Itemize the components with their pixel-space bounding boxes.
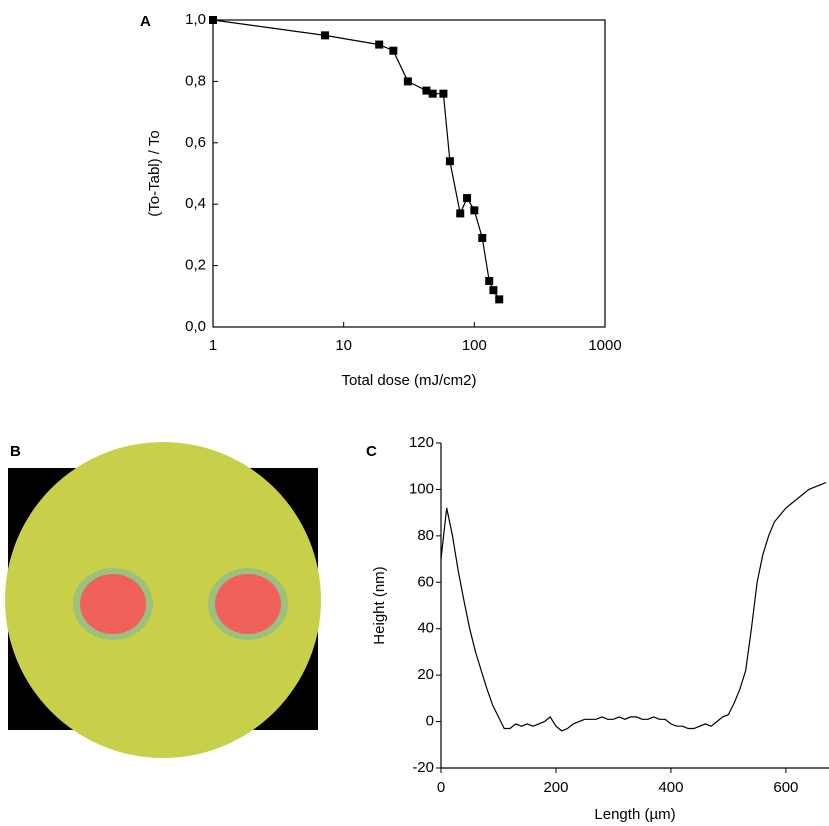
data-marker xyxy=(321,31,330,40)
y-tick-label: 80 xyxy=(417,527,434,544)
y-tick-label: 20 xyxy=(417,666,434,683)
data-marker xyxy=(489,286,498,295)
data-marker xyxy=(463,194,472,203)
data-marker xyxy=(478,233,487,242)
y-tick-label: 0,4 xyxy=(185,195,206,212)
y-tick-label: 40 xyxy=(417,620,434,637)
ablated-spot xyxy=(215,574,281,634)
x-tick-label: 0 xyxy=(437,779,445,796)
plot-frame xyxy=(212,19,606,328)
y-tick-label: 120 xyxy=(409,434,434,451)
panel-label: B xyxy=(10,443,21,460)
x-tick-label: 200 xyxy=(543,779,568,796)
x-tick-label: 1000 xyxy=(588,337,621,354)
y-tick-label: 0 xyxy=(426,713,434,730)
y-tick-label: 0,2 xyxy=(185,257,206,274)
x-axis-title: Total dose (mJ/cm2) xyxy=(341,372,476,389)
ablated-spot xyxy=(80,574,146,634)
field-of-view xyxy=(5,442,321,758)
y-axis-title: Height (nm) xyxy=(371,566,388,644)
photo-panel xyxy=(5,442,321,758)
y-tick-label: 0,8 xyxy=(185,72,206,89)
y-tick-label: 0,0 xyxy=(185,318,206,335)
data-marker xyxy=(470,206,479,215)
data-marker xyxy=(422,86,431,95)
x-tick-label: 400 xyxy=(658,779,683,796)
y-tick-label: 1,0 xyxy=(185,11,206,28)
x-tick-label: 100 xyxy=(462,337,487,354)
x-tick-label: 600 xyxy=(773,779,798,796)
data-marker xyxy=(209,16,217,24)
panel-label: A xyxy=(140,13,151,30)
data-line xyxy=(212,19,500,300)
chart-panel: 0,0 0,2 0,4 0,6 0,8 1,0 1 10 100 1000 Total dose (… xyxy=(140,11,622,389)
y-tick-label: -20 xyxy=(412,759,434,776)
x-tick-label: 10 xyxy=(335,337,352,354)
y-axis-title: (To-Tabl) / To xyxy=(146,130,163,216)
data-marker xyxy=(439,89,448,98)
data-marker xyxy=(485,276,494,285)
y-tick-label: 0,6 xyxy=(185,134,206,151)
x-axis-title: Length (µm) xyxy=(594,806,675,823)
data-line xyxy=(440,481,827,732)
panel-label: C xyxy=(366,443,377,460)
data-marker xyxy=(403,77,412,86)
data-marker xyxy=(375,40,384,49)
data-marker xyxy=(445,157,454,166)
data-marker xyxy=(456,209,465,218)
y-tick-label: 100 xyxy=(409,480,434,497)
data-marker xyxy=(389,46,398,55)
x-tick-label: 1 xyxy=(209,337,217,354)
data-marker xyxy=(428,89,437,98)
data-marker xyxy=(495,295,504,304)
y-tick-label: 60 xyxy=(417,573,434,590)
